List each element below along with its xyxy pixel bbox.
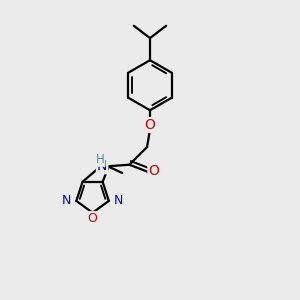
Text: N: N bbox=[114, 194, 124, 207]
Text: O: O bbox=[148, 164, 159, 178]
Text: N: N bbox=[62, 194, 71, 207]
Text: N: N bbox=[97, 159, 107, 173]
Text: H: H bbox=[96, 153, 105, 166]
Text: O: O bbox=[88, 212, 98, 225]
Text: O: O bbox=[145, 118, 155, 132]
